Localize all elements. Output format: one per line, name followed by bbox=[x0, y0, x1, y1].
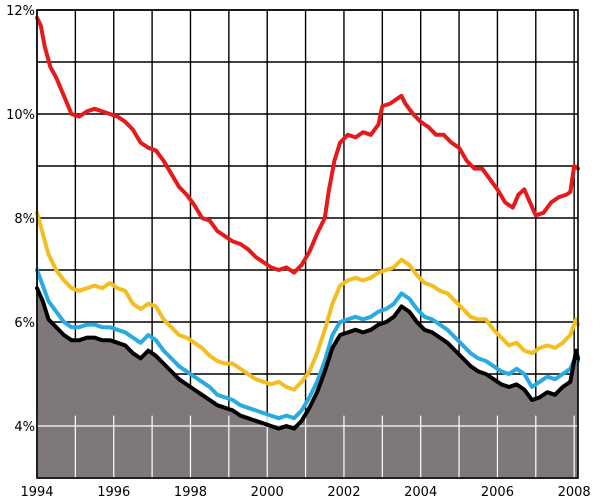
x-tick-label: 2006 bbox=[481, 485, 514, 500]
series-area-fill bbox=[37, 288, 578, 478]
x-tick-label: 2000 bbox=[251, 485, 284, 500]
y-axis-tick-labels: 4% 6% 8% 10% 12% bbox=[6, 4, 35, 435]
series-layer bbox=[35, 15, 580, 431]
y-tick-label: 4% bbox=[14, 420, 35, 435]
series-line-1 bbox=[35, 15, 580, 275]
series-line-2 bbox=[35, 210, 580, 392]
y-tick-label: 8% bbox=[14, 212, 35, 227]
x-tick-label: 2004 bbox=[404, 485, 437, 500]
series-line-3 bbox=[35, 268, 580, 421]
y-tick-label: 6% bbox=[14, 316, 35, 331]
x-tick-label: 2008 bbox=[558, 485, 591, 500]
x-tick-label: 1996 bbox=[97, 485, 130, 500]
x-axis-tick-labels: 1994 1996 1998 2000 2002 2004 2006 2008 bbox=[20, 485, 590, 500]
y-tick-label: 10% bbox=[6, 108, 35, 123]
plot-frame bbox=[36, 9, 579, 479]
x-tick-label: 1994 bbox=[20, 485, 53, 500]
y-tick-label: 12% bbox=[6, 4, 35, 19]
series-line-4 bbox=[35, 286, 580, 431]
x-tick-label: 1998 bbox=[174, 485, 207, 500]
x-tick-label: 2002 bbox=[327, 485, 360, 500]
